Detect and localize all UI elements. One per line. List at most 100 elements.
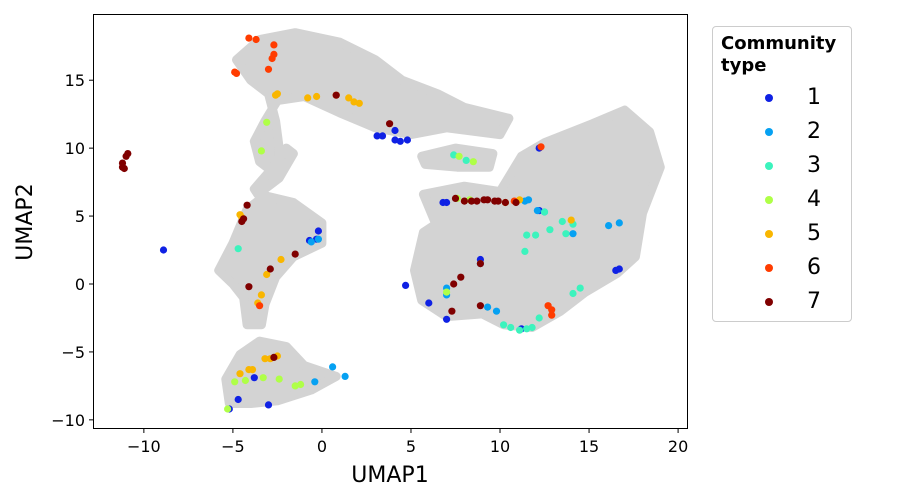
data-point	[443, 198, 451, 207]
legend-label: 6	[807, 255, 821, 280]
data-point	[469, 158, 477, 166]
data-point	[523, 231, 531, 239]
data-point	[270, 41, 278, 49]
data-point	[256, 302, 264, 310]
legend-label: 1	[807, 85, 821, 110]
data-point	[238, 217, 246, 226]
data-points	[118, 34, 623, 413]
x-axis-label: UMAP1	[351, 463, 428, 488]
legend-label: 7	[807, 289, 821, 314]
background-region-right-mass	[410, 105, 665, 332]
y-axis-label: UMAP2	[13, 183, 38, 260]
data-point	[304, 94, 312, 102]
data-point	[307, 238, 315, 246]
data-point	[492, 307, 501, 315]
data-point	[605, 222, 613, 230]
data-point	[378, 132, 387, 140]
data-point	[277, 255, 285, 264]
data-point	[250, 374, 258, 382]
data-point	[329, 363, 337, 371]
data-point	[450, 280, 458, 288]
data-point	[291, 250, 299, 258]
y-tick-label: 0	[75, 275, 85, 294]
data-point	[159, 246, 168, 254]
data-point	[567, 216, 575, 224]
data-point	[263, 118, 271, 126]
data-point	[548, 306, 556, 314]
legend-marker	[765, 162, 773, 170]
data-point	[257, 147, 265, 155]
legend-title: Community type	[721, 33, 837, 76]
x-tick-label: 15	[579, 437, 599, 456]
data-point	[273, 90, 281, 98]
data-point	[576, 284, 584, 292]
data-point	[268, 54, 276, 63]
data-point	[120, 164, 128, 173]
y-tick-label: 10	[65, 139, 85, 158]
legend-entry-4: 4	[713, 183, 851, 217]
data-point	[252, 35, 260, 44]
data-point	[615, 265, 623, 273]
data-point	[257, 291, 265, 299]
legend-label: 3	[807, 153, 821, 178]
data-point	[546, 226, 554, 234]
legend-marker	[765, 128, 773, 136]
y-tick-label: 5	[75, 207, 85, 226]
data-point	[524, 196, 533, 204]
data-point	[261, 355, 269, 363]
data-point	[245, 34, 253, 42]
legend-entry-3: 3	[713, 149, 851, 183]
legend-entry-2: 2	[713, 115, 851, 149]
data-point	[476, 260, 484, 268]
y-tick-label: 15	[65, 71, 85, 90]
data-point	[462, 156, 470, 164]
data-point	[259, 374, 267, 382]
data-point	[236, 370, 244, 378]
data-point	[535, 314, 543, 322]
data-point	[396, 137, 404, 145]
legend-marker	[765, 298, 773, 306]
data-point	[263, 270, 271, 279]
data-point	[501, 198, 509, 207]
x-tick-label: 0	[317, 437, 327, 456]
background-region-middle-blob	[214, 191, 327, 330]
series-7	[118, 91, 520, 361]
data-point	[264, 65, 273, 73]
data-point	[558, 217, 566, 226]
x-tick-label: −10	[127, 437, 161, 456]
data-point	[234, 245, 242, 253]
data-point	[476, 302, 484, 310]
background-region-connector	[249, 143, 298, 199]
data-point	[341, 372, 349, 380]
data-point	[124, 150, 132, 158]
data-point	[234, 395, 242, 404]
y-tick-label: −5	[61, 343, 85, 362]
legend-entry-6: 6	[713, 251, 851, 285]
data-point	[291, 382, 299, 390]
legend-marker	[765, 264, 773, 272]
x-tick-label: 5	[406, 437, 416, 456]
data-point	[457, 273, 465, 281]
x-tick-label: −5	[221, 437, 245, 456]
legend-label: 2	[807, 119, 821, 144]
legend-label: 5	[807, 221, 821, 246]
data-point	[532, 231, 540, 239]
data-point	[537, 143, 545, 151]
data-point	[548, 311, 556, 319]
data-point	[484, 303, 492, 311]
legend: Community type 1 2 3 4 5 6 7	[712, 26, 852, 322]
data-point	[313, 92, 321, 101]
data-point	[311, 378, 319, 386]
data-point	[314, 227, 322, 235]
data-point	[467, 197, 476, 205]
data-point	[231, 378, 239, 386]
background-point-cloud	[214, 28, 665, 408]
data-point	[500, 321, 508, 329]
data-point	[403, 136, 411, 144]
data-point	[248, 366, 257, 374]
data-point	[521, 247, 529, 255]
data-point	[569, 289, 577, 298]
data-point	[523, 325, 531, 333]
data-point	[275, 375, 283, 383]
